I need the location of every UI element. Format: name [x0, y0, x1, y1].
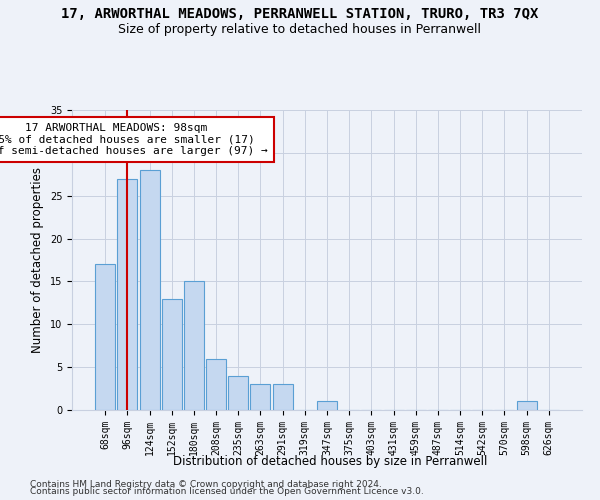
Text: 17 ARWORTHAL MEADOWS: 98sqm
← 15% of detached houses are smaller (17)
85% of sem: 17 ARWORTHAL MEADOWS: 98sqm ← 15% of det… [0, 123, 268, 156]
Bar [140, 170, 160, 410]
Text: Contains HM Land Registry data © Crown copyright and database right 2024.: Contains HM Land Registry data © Crown c… [30, 480, 382, 489]
Bar [517, 402, 536, 410]
Text: Distribution of detached houses by size in Perranwell: Distribution of detached houses by size … [173, 455, 487, 468]
Bar [162, 298, 182, 410]
Text: Size of property relative to detached houses in Perranwell: Size of property relative to detached ho… [119, 22, 482, 36]
Text: 17, ARWORTHAL MEADOWS, PERRANWELL STATION, TRURO, TR3 7QX: 17, ARWORTHAL MEADOWS, PERRANWELL STATIO… [61, 8, 539, 22]
Bar [206, 358, 226, 410]
Bar [228, 376, 248, 410]
Y-axis label: Number of detached properties: Number of detached properties [31, 167, 44, 353]
Bar [317, 402, 337, 410]
Text: Contains public sector information licensed under the Open Government Licence v3: Contains public sector information licen… [30, 488, 424, 496]
Bar [272, 384, 293, 410]
Bar [184, 282, 204, 410]
Bar [250, 384, 271, 410]
Bar [118, 178, 137, 410]
Bar [95, 264, 115, 410]
